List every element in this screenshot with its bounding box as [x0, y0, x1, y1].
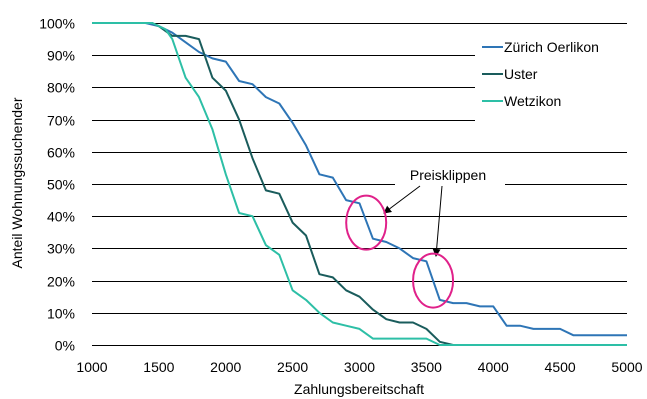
annotation-arrow — [432, 185, 443, 257]
y-tick-label: 20% — [47, 274, 75, 290]
series-lines — [92, 22, 627, 346]
series-line-1 — [92, 22, 627, 337]
legend-label: Wetzikon — [504, 93, 561, 109]
y-tick-label: 80% — [47, 80, 75, 96]
annotation-arrow — [383, 185, 421, 214]
legend-label: Uster — [504, 66, 538, 82]
x-tick-label: 3000 — [344, 359, 375, 375]
y-tick-label: 90% — [47, 48, 75, 64]
annotation: Preisklippen — [345, 164, 505, 309]
annotation-circle — [345, 194, 388, 251]
y-tick-label: 70% — [47, 113, 75, 129]
y-tick-label: 10% — [47, 306, 75, 322]
y-tick-label: 40% — [47, 209, 75, 225]
x-tick-label: 4000 — [478, 359, 509, 375]
x-tick-label: 2500 — [277, 359, 308, 375]
x-tick-label: 1000 — [76, 359, 107, 375]
x-axis-label: Zahlungsbereitschaft — [294, 381, 424, 397]
y-tick-label: 30% — [47, 241, 75, 257]
x-tick-label: 1500 — [143, 359, 174, 375]
y-tick-label: 50% — [47, 177, 75, 193]
annotation-circle — [412, 252, 455, 309]
y-axis-label: Anteil Wohnungssuchender — [9, 97, 25, 268]
x-tick-label: 3500 — [411, 359, 442, 375]
x-tick-label: 2000 — [210, 359, 241, 375]
y-tick-label: 100% — [39, 16, 75, 32]
annotation-label-background — [395, 164, 505, 186]
legend-label: Zürich Oerlikon — [504, 39, 599, 55]
annotation-label: Preisklippen — [410, 167, 486, 183]
x-tick-labels: 1000 1500 2000 2500 3000 3500 4000 4500 5000 — [76, 359, 642, 375]
x-tick-label: 4500 — [545, 359, 576, 375]
series-line-3 — [92, 22, 627, 346]
legend: Zürich Oerlikon Uster Wetzikon — [475, 30, 630, 126]
y-tick-label: 0% — [55, 338, 75, 354]
y-tick-label: 60% — [47, 145, 75, 161]
series-line-2 — [92, 22, 627, 346]
y-tick-labels: 0% 10% 20% 30% 40% 50% 60% 70% 80% 90% 100% — [39, 16, 75, 354]
x-tick-label: 5000 — [611, 359, 642, 375]
